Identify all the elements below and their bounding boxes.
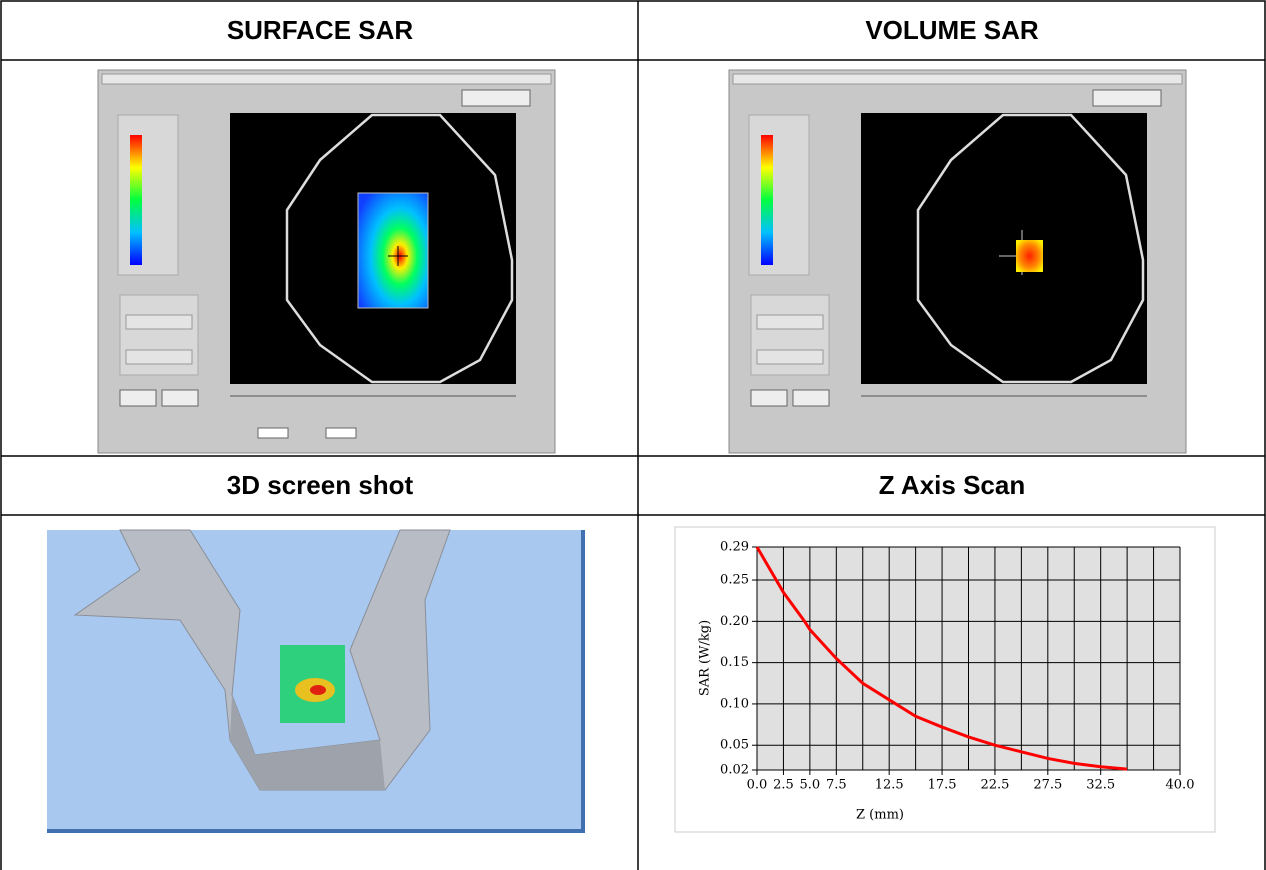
cell-title: Z Axis Scan: [879, 470, 1025, 500]
y-tick-label: 0.10: [720, 696, 749, 711]
y-tick-label: 0.25: [720, 573, 749, 588]
x-tick-label: 17.5: [928, 778, 957, 793]
x-tick-label: 2.5: [773, 778, 794, 793]
y-tick-label: 0.15: [720, 655, 749, 670]
cell-title: 3D screen shot: [227, 470, 414, 500]
x-tick-label: 7.5: [826, 778, 847, 793]
cell-title: VOLUME SAR: [865, 15, 1039, 45]
x-tick-label: 5.0: [800, 778, 821, 793]
y-tick-label: 0.05: [720, 738, 749, 753]
y-axis-label: SAR (W/kg): [698, 620, 713, 696]
y-tick-label: 0.02: [720, 763, 749, 778]
surface-sar-image: [96, 68, 557, 455]
x-tick-label: 32.5: [1086, 778, 1115, 793]
x-tick-label: 22.5: [980, 778, 1009, 793]
x-tick-label: 0.0: [747, 778, 768, 793]
x-tick-label: 12.5: [875, 778, 904, 793]
volume-sar-image: [727, 68, 1188, 455]
x-axis-label: Z (mm): [856, 808, 904, 823]
3d-image: [47, 529, 585, 833]
cell-title: SURFACE SAR: [227, 15, 414, 45]
y-tick-label: 0.29: [720, 540, 749, 555]
y-tick-label: 0.20: [720, 614, 749, 629]
x-tick-label: 27.5: [1033, 778, 1062, 793]
x-tick-label: 40.0: [1166, 778, 1195, 793]
data-line: [755, 546, 1128, 771]
chart: 0.02 0.05 0.10 0.15 0.20 0.25 0.29 0.0 2.5 5.0 7.5…: [720, 540, 1194, 793]
